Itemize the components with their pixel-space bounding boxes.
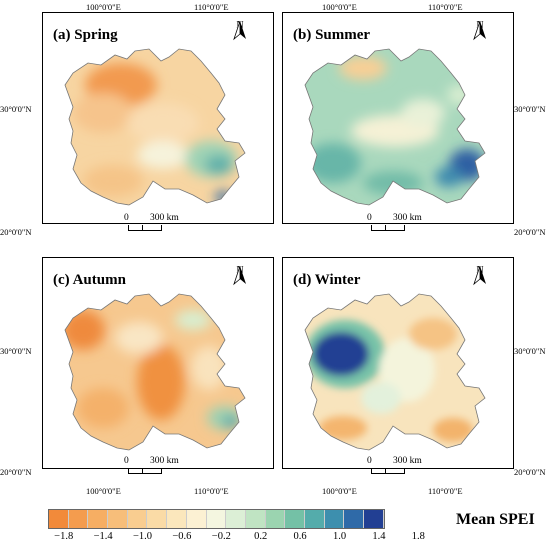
- legend-bin: [49, 510, 69, 528]
- panel-title: (b) Summer: [293, 27, 371, 43]
- scale-bar: 0 300 km: [124, 456, 214, 480]
- north-arrow-icon: N: [231, 266, 249, 286]
- legend-bin: [127, 510, 148, 528]
- north-arrow-icon: N: [231, 21, 249, 41]
- scale-bar: 0 300 km: [367, 456, 457, 480]
- region-outline: [304, 293, 486, 451]
- legend-color-bins: [48, 509, 385, 529]
- legend-ticks: −1.8 −1.4 −1.0 −0.6 −0.2 0.2 0.6 1.0 1.4 1.8: [48, 529, 425, 543]
- spei-color-legend: −1.8 −1.4 −1.0 −0.6 −0.2 0.2 0.6 1.0 1.4 1.8: [48, 509, 425, 543]
- lon-label: 110°0'0"E: [194, 2, 229, 12]
- region-outline: [64, 48, 246, 206]
- panel-title: (d) Winter: [293, 272, 361, 288]
- map-panel-summer: (b) Summer N: [282, 12, 514, 224]
- legend-bin: [206, 510, 227, 528]
- scale-bar: 0 300 km: [367, 213, 457, 237]
- scale-zero: 0: [367, 213, 372, 223]
- lon-label: 110°0'0"E: [194, 486, 229, 496]
- legend-tick-label: 0.6: [293, 531, 307, 542]
- lon-label: 100°0'0"E: [86, 486, 121, 496]
- legend-tick-label: 1.8: [411, 531, 425, 542]
- legend-bin: [364, 510, 384, 528]
- scale-bar: 0 300 km: [124, 213, 214, 237]
- winter-spei-map: [304, 293, 486, 451]
- scale-distance: 300 km: [393, 456, 422, 466]
- lat-label: 20°0'0"N: [0, 467, 32, 477]
- legend-tick-label: 1.0: [332, 531, 347, 542]
- legend-bin: [265, 510, 286, 528]
- map-panel-spring: (a) Spring N: [42, 12, 274, 224]
- lon-label: 100°0'0"E: [322, 486, 357, 496]
- lon-label: 110°0'0"E: [428, 486, 463, 496]
- spring-spei-map: [64, 48, 246, 206]
- map-panel-autumn: (c) Autumn N: [42, 257, 274, 469]
- legend-bin: [304, 510, 325, 528]
- lon-label: 100°0'0"E: [86, 2, 121, 12]
- lat-label: 30°0'0"N: [0, 346, 32, 356]
- lat-label: 30°0'0"N: [514, 104, 546, 114]
- legend-bin: [245, 510, 266, 528]
- north-arrow-icon: N: [471, 266, 489, 286]
- lat-label: 30°0'0"N: [0, 104, 32, 114]
- legend-bin: [324, 510, 345, 528]
- legend-bin: [186, 510, 207, 528]
- map-panel-winter: (d) Winter N: [282, 257, 514, 469]
- scale-zero: 0: [124, 456, 129, 466]
- legend-bin: [108, 510, 128, 528]
- scale-distance: 300 km: [150, 456, 179, 466]
- region-outline: [304, 48, 486, 206]
- summer-spei-map: [304, 48, 486, 206]
- lat-label: 20°0'0"N: [514, 467, 546, 477]
- lat-label: 30°0'0"N: [514, 346, 546, 356]
- legend-tick-label: −0.2: [211, 531, 231, 542]
- lon-label: 110°0'0"E: [428, 2, 463, 12]
- legend-bin: [226, 510, 246, 528]
- legend-bin: [285, 510, 305, 528]
- autumn-spei-map: [64, 293, 246, 451]
- scale-zero: 0: [124, 213, 129, 223]
- north-arrow-icon: N: [471, 21, 489, 41]
- legend-tick-label: −1.0: [132, 531, 153, 542]
- legend-tick-label: −1.4: [93, 531, 113, 542]
- legend-bin: [147, 510, 168, 528]
- legend-bin: [68, 510, 89, 528]
- legend-bin: [167, 510, 187, 528]
- legend-tick-label: 0.2: [254, 531, 268, 542]
- panel-title: (a) Spring: [53, 27, 118, 43]
- region-outline: [64, 293, 246, 451]
- legend-title: Mean SPEI: [456, 511, 535, 528]
- scale-distance: 300 km: [393, 213, 422, 223]
- scale-zero: 0: [367, 456, 372, 466]
- legend-tick-label: −0.6: [172, 531, 192, 542]
- legend-tick-label: 1.4: [372, 531, 386, 542]
- lat-label: 20°0'0"N: [0, 227, 32, 237]
- scale-distance: 300 km: [150, 213, 179, 223]
- lat-label: 20°0'0"N: [514, 227, 546, 237]
- lon-label: 100°0'0"E: [322, 2, 357, 12]
- panel-title: (c) Autumn: [53, 272, 126, 288]
- legend-bin: [88, 510, 109, 528]
- legend-bin: [344, 510, 364, 528]
- legend-tick-label: −1.8: [54, 531, 74, 542]
